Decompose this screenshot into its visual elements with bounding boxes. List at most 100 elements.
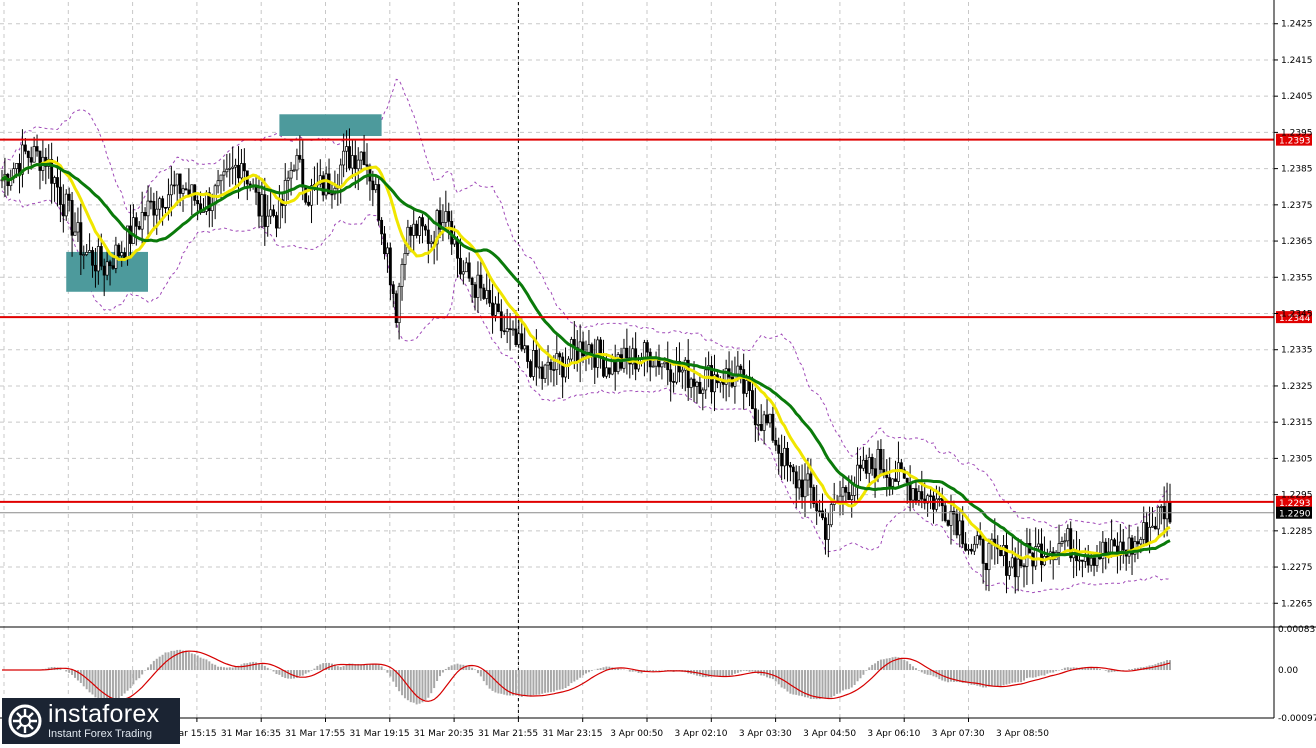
- candle-body: [158, 198, 162, 210]
- candle-body: [1005, 545, 1008, 576]
- candle-body: [485, 290, 489, 299]
- candle-body: [972, 543, 976, 552]
- candle-body: [263, 194, 267, 227]
- candle-body: [724, 368, 728, 385]
- candle-body: [496, 303, 500, 313]
- candle-body: [397, 286, 401, 323]
- candle-body: [324, 173, 328, 196]
- price-tick-label: 1.2345: [1281, 310, 1313, 320]
- price-tick-label: 1.2405: [1281, 92, 1313, 102]
- candle-body: [234, 164, 238, 168]
- candle-body: [137, 225, 141, 230]
- candle-body: [698, 381, 702, 394]
- candle-body: [461, 271, 465, 275]
- candle-body: [67, 193, 71, 201]
- level-label: 1.2293: [1279, 499, 1311, 509]
- candle-body: [861, 459, 865, 469]
- candle-body: [529, 361, 532, 377]
- time-tick-label: 3 Apr 07:30: [932, 729, 985, 739]
- candle-body: [166, 194, 170, 209]
- candle-body: [269, 209, 273, 217]
- candle-body: [342, 150, 346, 166]
- candle-body: [736, 365, 740, 375]
- candle-body: [295, 155, 299, 171]
- candle-body: [275, 215, 278, 229]
- logo-tagline: Instant Forex Trading: [48, 728, 152, 740]
- candle-body: [786, 447, 789, 466]
- candle-body: [257, 191, 261, 217]
- candle-body: [821, 510, 824, 519]
- candle-body: [447, 211, 451, 222]
- candle-body: [905, 477, 909, 483]
- highlight-zones: [66, 114, 382, 292]
- candle-body: [1010, 557, 1014, 568]
- candle-body: [701, 389, 705, 394]
- candle-body: [1069, 528, 1073, 559]
- highlight-zone: [279, 114, 382, 137]
- time-tick-label: 31 Mar 20:35: [414, 729, 474, 739]
- candle-body: [108, 261, 112, 267]
- candle-body: [237, 164, 240, 179]
- candle-body: [35, 146, 39, 152]
- candle-body: [38, 150, 42, 171]
- candle-body: [841, 487, 845, 497]
- candle-body: [91, 250, 94, 266]
- candle-body: [385, 247, 389, 255]
- candle-body: [374, 184, 378, 191]
- time-tick-label: 3 Apr 08:50: [996, 729, 1049, 739]
- candle-body: [409, 226, 413, 236]
- price-tick-label: 1.2265: [1281, 599, 1313, 609]
- candle-body: [491, 302, 495, 316]
- candle-body: [184, 188, 188, 191]
- candle-body: [23, 144, 27, 152]
- time-tick-label: 31 Mar 21:55: [478, 729, 538, 739]
- candle-body: [429, 241, 433, 244]
- candle-body: [651, 365, 655, 368]
- time-tick-label: 31 Mar 17:55: [285, 729, 345, 739]
- signal-line: [2, 650, 1171, 702]
- candle-body: [1066, 528, 1070, 542]
- candle-body: [421, 217, 424, 227]
- time-tick-label: 3 Apr 03:30: [739, 729, 792, 739]
- candle-body: [435, 210, 439, 245]
- candle-body: [225, 168, 229, 173]
- candle-body: [70, 200, 74, 236]
- candle-body: [1159, 506, 1163, 508]
- candle-body: [978, 535, 982, 540]
- candle-body: [920, 491, 924, 500]
- candle-body: [859, 464, 862, 469]
- instaforex-logo: instaforex Instant Forex Trading: [2, 698, 180, 744]
- candle-body: [356, 159, 360, 170]
- candle-body: [765, 414, 769, 424]
- candle-body: [1139, 539, 1143, 545]
- candle-body: [753, 408, 757, 426]
- candle-body: [359, 151, 363, 161]
- candle-body: [365, 164, 369, 167]
- candle-body: [93, 264, 97, 272]
- candle-body: [350, 155, 354, 169]
- candle-body: [552, 369, 556, 371]
- candle-body: [362, 151, 366, 166]
- candle-body: [272, 209, 276, 216]
- candle-body: [1019, 558, 1023, 567]
- candle-body: [534, 350, 538, 368]
- candle-body: [768, 413, 772, 424]
- candle-body: [1121, 541, 1125, 551]
- candle-body: [680, 369, 684, 373]
- candle-body: [1007, 566, 1011, 576]
- candle-body: [298, 155, 302, 160]
- price-tick-label: 1.2425: [1281, 20, 1313, 30]
- candle-body: [961, 520, 965, 545]
- candle-body: [604, 367, 608, 377]
- candle-body: [677, 360, 681, 373]
- candle-body: [1101, 541, 1105, 560]
- candle-body: [134, 217, 138, 227]
- candle-body: [380, 219, 384, 235]
- candle-body: [131, 217, 135, 244]
- candle-body: [76, 222, 80, 233]
- candle-body: [286, 177, 290, 181]
- candle-body: [400, 264, 404, 287]
- candle-body: [301, 158, 305, 188]
